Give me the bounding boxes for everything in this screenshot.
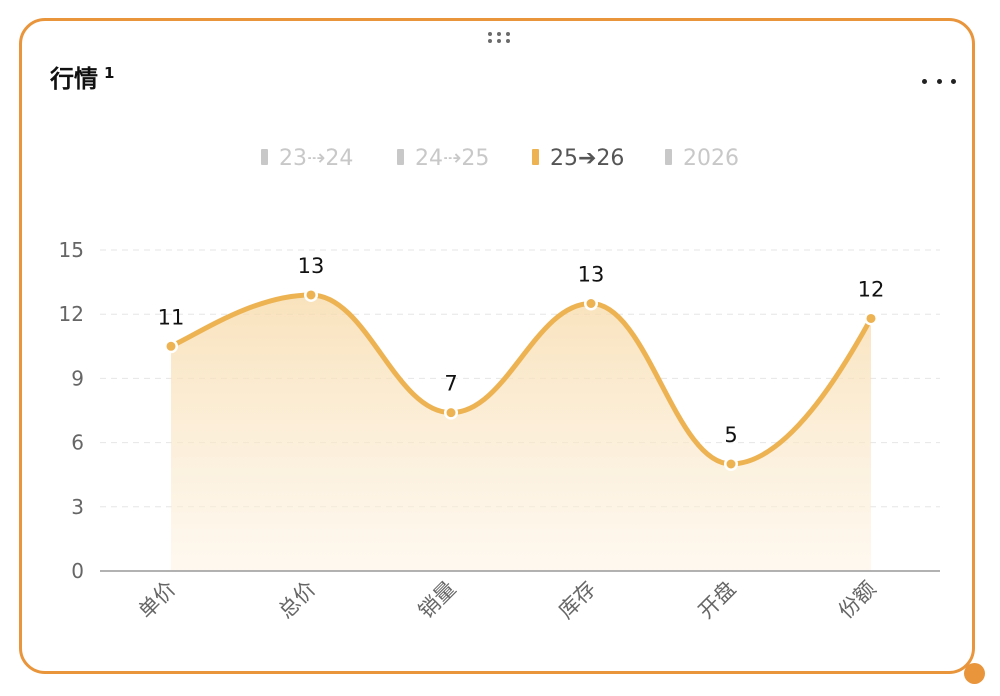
legend-label: 24⇢25 [415,146,489,171]
legend-item-1[interactable]: 24⇢25 [397,146,489,171]
legend-item-3[interactable]: 2026 [665,146,739,171]
data-point[interactable] [866,313,876,323]
x-tick-label: 份额 [834,577,881,624]
data-label: 7 [444,372,457,396]
data-label: 5 [724,423,737,447]
x-tick-label: 单价 [134,577,181,624]
data-label: 13 [298,254,325,278]
data-label: 13 [578,263,605,287]
y-tick-label: 15 [59,238,84,262]
widget-title-superscript: 1 [104,64,115,82]
legend-item-2[interactable]: 25➔26 [532,146,624,171]
x-tick-label: 开盘 [694,577,741,624]
data-point[interactable] [586,299,596,308]
data-label: 11 [158,305,185,329]
legend-label: 25➔26 [550,146,624,171]
more-horizontal-icon[interactable] [922,70,956,92]
y-tick-label: 0 [71,559,84,583]
legend-item-0[interactable]: 23⇢24 [261,146,353,171]
drag-handle-icon[interactable] [486,31,514,45]
widget-title: 行情 1 [50,64,114,94]
x-tick-label: 销量 [414,577,461,624]
legend-marker [397,149,404,165]
y-tick-label: 3 [71,495,84,519]
data-point[interactable] [726,459,736,469]
legend-label: 23⇢24 [279,146,353,171]
data-point[interactable] [306,290,316,300]
legend-label: 2026 [683,146,739,171]
data-point[interactable] [446,408,456,418]
legend-marker [261,149,268,165]
y-tick-label: 6 [71,431,84,455]
data-point[interactable] [166,341,176,351]
data-label: 12 [858,277,885,301]
series-area [171,294,871,571]
legend-marker [532,149,539,165]
legend-marker [665,149,672,165]
resize-handle[interactable] [964,663,985,684]
y-tick-label: 12 [59,302,84,326]
widget-title-text: 行情 [50,65,98,93]
x-tick-label: 总价 [274,577,321,624]
y-tick-label: 9 [71,366,84,390]
x-tick-label: 库存 [554,577,601,624]
